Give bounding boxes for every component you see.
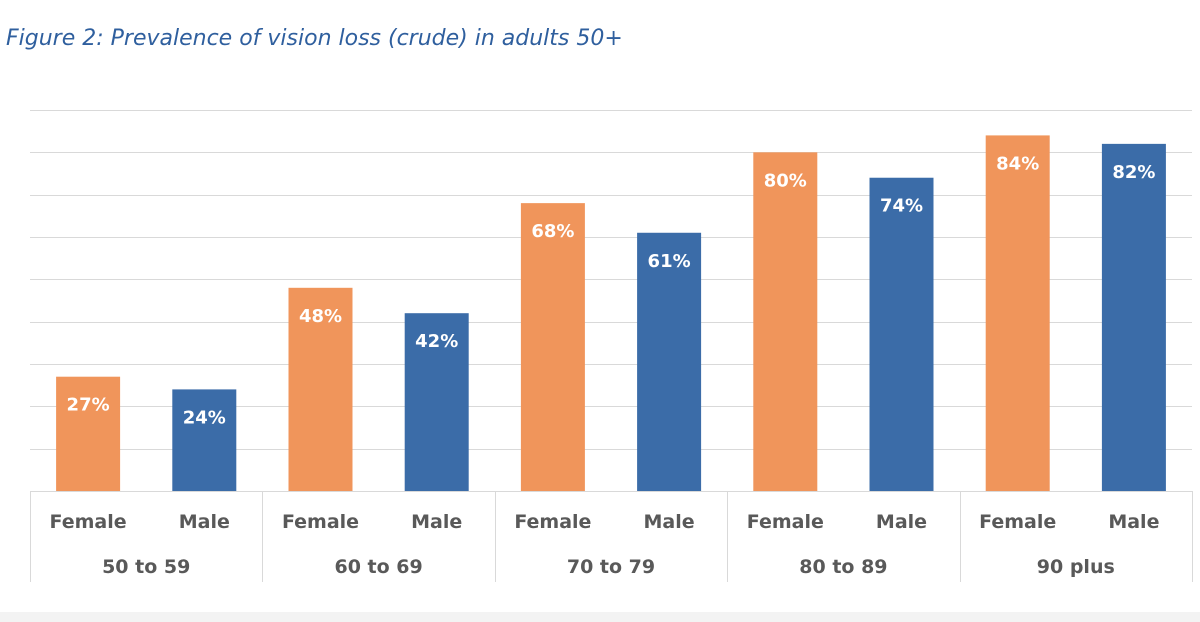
group-label: 60 to 69 bbox=[334, 556, 422, 578]
data-label: 27% bbox=[67, 395, 110, 416]
bar-male-3 bbox=[869, 177, 934, 491]
data-label: 42% bbox=[415, 331, 458, 352]
category-axis: Female Male 50 to 59 Female Male 60 to 69 Fema… bbox=[30, 491, 1193, 582]
group-label: 90 plus bbox=[1037, 556, 1115, 578]
bar-male-4 bbox=[1101, 143, 1166, 491]
footer-band bbox=[0, 612, 1200, 622]
category-label: Male bbox=[411, 511, 462, 533]
data-label: 61% bbox=[648, 251, 691, 272]
bar-female-4 bbox=[985, 135, 1050, 491]
group-label: 50 to 59 bbox=[102, 556, 190, 578]
category-label: Male bbox=[1108, 511, 1159, 533]
bar-female-3 bbox=[753, 152, 818, 492]
bars: 27% 24% 48% 42% 68% 61% 80% 74% 84% 82% bbox=[56, 135, 1166, 492]
category-label: Female bbox=[747, 511, 824, 533]
bar-female-1 bbox=[288, 287, 353, 491]
group-label: 80 to 89 bbox=[799, 556, 887, 578]
data-label: 48% bbox=[299, 306, 342, 327]
data-label: 80% bbox=[764, 170, 807, 191]
bar-male-2 bbox=[637, 232, 702, 491]
data-label: 24% bbox=[183, 407, 226, 428]
group-label: 70 to 79 bbox=[567, 556, 655, 578]
category-label: Female bbox=[282, 511, 359, 533]
category-label: Male bbox=[179, 511, 230, 533]
category-label: Female bbox=[50, 511, 127, 533]
chart-title: Figure 2: Prevalence of vision loss (cru… bbox=[6, 26, 623, 51]
bar-female-0 bbox=[56, 376, 121, 491]
data-label: 84% bbox=[996, 153, 1039, 174]
bar-male-0 bbox=[172, 389, 237, 491]
category-label: Female bbox=[979, 511, 1056, 533]
data-label: 82% bbox=[1112, 162, 1155, 183]
bar-female-2 bbox=[520, 203, 585, 491]
category-label: Male bbox=[644, 511, 695, 533]
category-label: Female bbox=[514, 511, 591, 533]
bar-male-1 bbox=[404, 313, 469, 491]
data-label: 68% bbox=[531, 221, 574, 242]
data-label: 74% bbox=[880, 196, 923, 217]
category-label: Male bbox=[876, 511, 927, 533]
